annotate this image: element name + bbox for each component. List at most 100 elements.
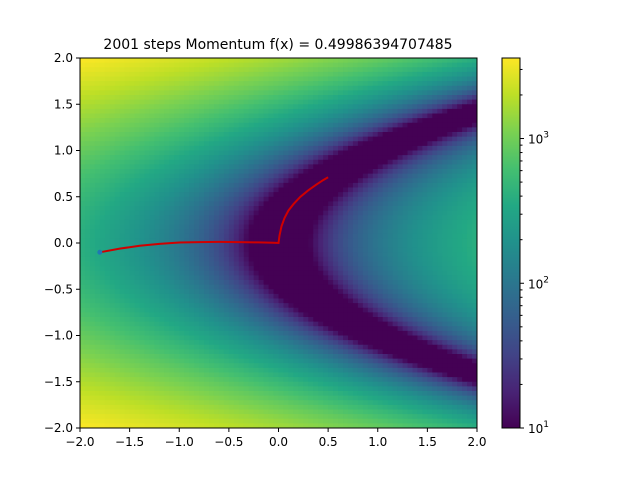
heatmap-cell <box>154 270 160 276</box>
heatmap-cell <box>263 141 270 147</box>
heatmap-cell <box>402 182 409 189</box>
heatmap-cell <box>362 155 369 161</box>
heatmap-cell <box>333 252 339 258</box>
heatmap-cell <box>184 238 190 244</box>
heatmap-cell <box>174 206 180 212</box>
heatmap-cell <box>442 298 448 304</box>
heatmap-cell <box>427 169 433 175</box>
heatmap-cell <box>194 233 200 239</box>
heatmap-cell <box>80 127 86 133</box>
heatmap-cell <box>258 108 265 115</box>
heatmap-cell <box>293 224 299 230</box>
heatmap-cell <box>94 224 101 230</box>
heatmap-cell <box>382 164 389 170</box>
heatmap-cell <box>134 67 141 73</box>
heatmap-cell <box>467 210 473 216</box>
heatmap-cell <box>194 266 200 272</box>
heatmap-cell <box>109 206 116 212</box>
heatmap-cell <box>293 233 299 239</box>
heatmap-cell <box>472 261 477 267</box>
heatmap-cell <box>99 113 106 119</box>
heatmap-cell <box>169 159 175 165</box>
heatmap-cell <box>407 182 414 189</box>
heatmap-cell <box>308 150 314 156</box>
heatmap-cell <box>442 206 448 212</box>
heatmap-cell <box>333 85 339 91</box>
heatmap-cell <box>84 340 91 346</box>
heatmap-cell <box>209 289 215 295</box>
heatmap-cell <box>109 173 116 179</box>
heatmap-cell <box>268 187 275 193</box>
heatmap-cell <box>80 113 86 119</box>
heatmap-cell <box>184 196 190 202</box>
heatmap-cell <box>387 270 394 276</box>
heatmap-cell <box>209 326 215 332</box>
heatmap-cell <box>248 159 255 165</box>
heatmap-cell <box>333 108 339 115</box>
heatmap-cell <box>149 58 156 64</box>
heatmap-cell <box>228 233 235 239</box>
heatmap-cell <box>258 62 265 68</box>
heatmap-cell <box>462 224 468 230</box>
heatmap-cell <box>402 252 409 258</box>
heatmap-cell <box>124 108 131 115</box>
heatmap-cell <box>154 118 160 124</box>
heatmap-cell <box>417 284 424 290</box>
heatmap-cell <box>472 85 477 91</box>
heatmap-cell <box>377 122 384 128</box>
heatmap-cell <box>139 293 146 300</box>
heatmap-cell <box>228 284 235 290</box>
heatmap-cell <box>303 182 309 189</box>
heatmap-cell <box>80 118 86 124</box>
heatmap-cell <box>223 67 230 73</box>
heatmap-cell <box>288 141 294 147</box>
heatmap-cell <box>392 58 399 64</box>
heatmap-cell <box>233 192 240 198</box>
heatmap-cell <box>263 256 270 263</box>
heatmap-cell <box>273 182 280 189</box>
heatmap-cell <box>199 81 205 87</box>
heatmap-cell <box>263 164 270 170</box>
heatmap-cell <box>352 215 359 221</box>
heatmap-cell <box>462 326 468 332</box>
heatmap-cell <box>149 317 156 323</box>
heatmap-cell <box>467 187 473 193</box>
heatmap-cell <box>248 90 255 96</box>
heatmap-cell <box>258 312 265 318</box>
heatmap-cell <box>462 67 468 73</box>
heatmap-cell <box>124 141 131 147</box>
heatmap-cell <box>154 247 160 253</box>
heatmap-cell <box>382 261 389 267</box>
heatmap-cell <box>427 76 433 82</box>
heatmap-cell <box>189 169 195 175</box>
heatmap-cell <box>233 307 240 313</box>
heatmap-cell <box>328 317 334 323</box>
heatmap-cell <box>457 141 463 147</box>
heatmap-cell <box>283 219 290 226</box>
heatmap-cell <box>144 104 151 110</box>
heatmap-cell <box>248 173 255 179</box>
heatmap-cell <box>447 275 453 281</box>
heatmap-cell <box>223 71 230 78</box>
heatmap-cell <box>253 321 260 327</box>
heatmap-cell <box>263 219 270 226</box>
heatmap-cell <box>159 261 165 267</box>
heatmap-cell <box>313 81 319 87</box>
heatmap-cell <box>139 169 146 175</box>
heatmap-cell <box>149 280 156 286</box>
heatmap-cell <box>189 196 195 202</box>
heatmap-cell <box>437 136 443 142</box>
heatmap-cell <box>154 312 160 318</box>
heatmap-cell <box>472 145 477 152</box>
heatmap-cell <box>357 219 364 226</box>
heatmap-cell <box>258 99 265 105</box>
heatmap-cell <box>347 215 354 221</box>
heatmap-cell <box>377 169 384 175</box>
heatmap-cell <box>338 233 344 239</box>
heatmap-cell <box>357 196 364 202</box>
heatmap-cell <box>387 298 394 304</box>
heatmap-cell <box>278 243 285 249</box>
heatmap-cell <box>447 178 453 184</box>
heatmap-cell <box>154 219 160 226</box>
heatmap-cell <box>382 173 389 179</box>
